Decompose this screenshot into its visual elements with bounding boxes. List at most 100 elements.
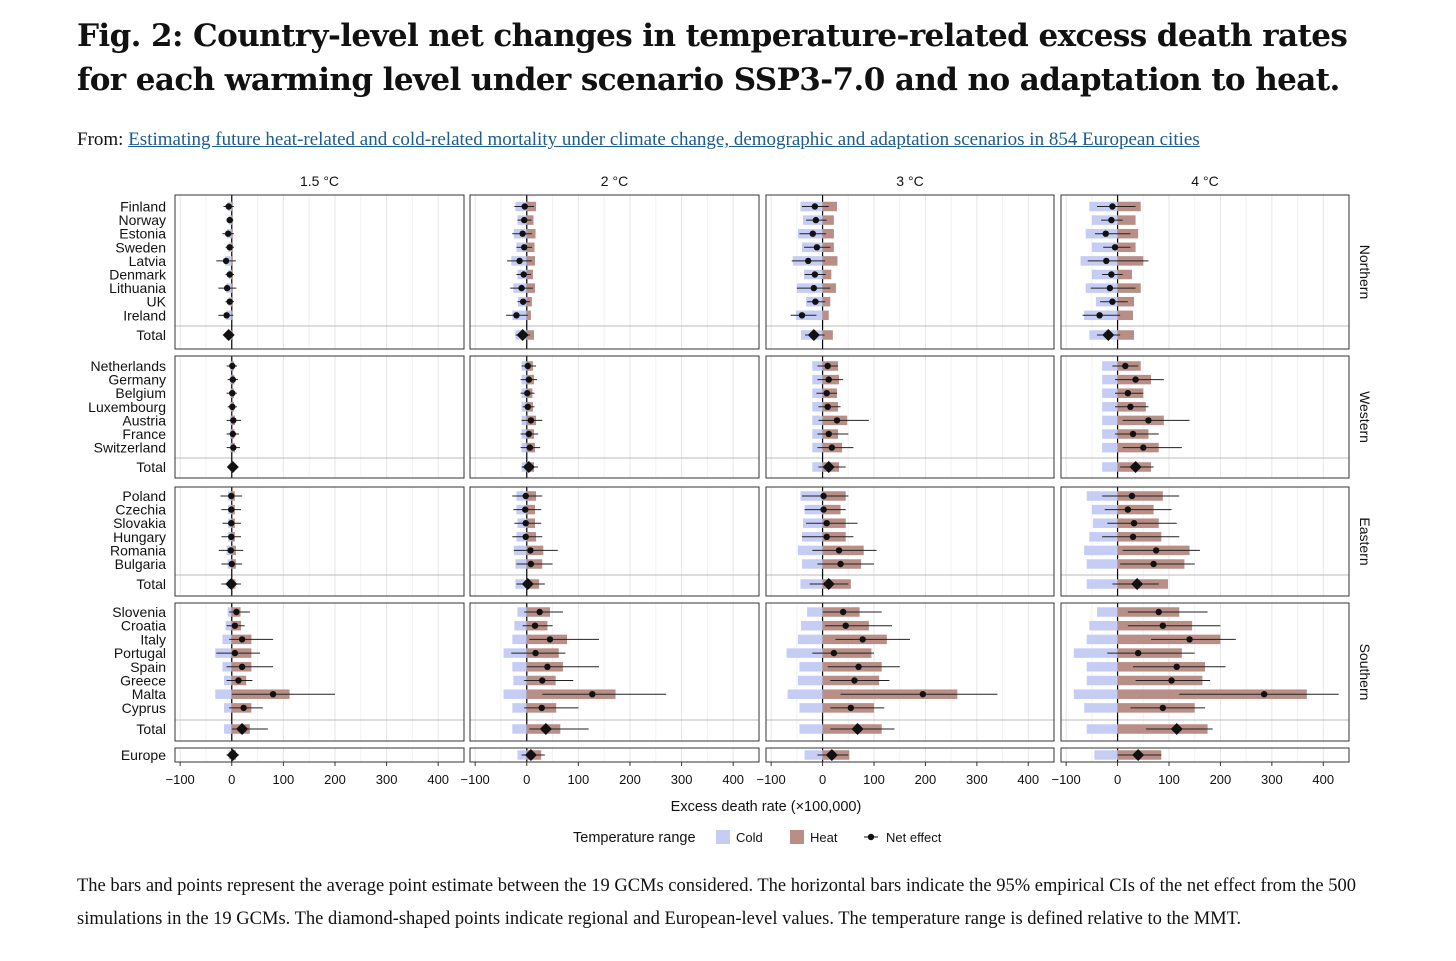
source-prefix: From: [77, 129, 124, 150]
net-effect-point [1129, 430, 1137, 438]
net-effect-point [842, 622, 849, 629]
net-effect-point [226, 216, 233, 224]
country-label: Denmark [109, 267, 167, 283]
facet-row-label: Western [1357, 391, 1373, 443]
net-effect-diamond [825, 749, 838, 761]
net-effect-point [526, 444, 534, 451]
country-label: Total [136, 576, 166, 592]
facet-column-label: 4 °C [1191, 173, 1218, 189]
net-effect-point [1152, 547, 1160, 554]
net-effect-point [1130, 520, 1138, 527]
x-tick-label: 200 [915, 772, 937, 787]
x-tick-label: 300 [671, 772, 693, 787]
net-effect-point [1155, 608, 1162, 616]
panel-border [469, 747, 760, 763]
facet-panel [470, 487, 760, 596]
country-label: Romania [110, 542, 166, 558]
figure-title: Fig. 2: Country-level net changes in tem… [77, 18, 1348, 98]
heat-bar [822, 256, 838, 266]
net-effect-point [1128, 492, 1136, 500]
facet-panel [470, 603, 760, 741]
cold-bar [797, 545, 823, 556]
x-tick-label: 100 [1158, 772, 1180, 787]
panel-border [174, 747, 465, 763]
facet-panel [175, 356, 465, 478]
net-effect-point [1102, 230, 1109, 237]
panel-border [765, 747, 1055, 763]
net-effect-point [919, 691, 927, 698]
panel-background [470, 748, 759, 762]
cold-bar [1102, 361, 1118, 371]
net-effect-point [824, 403, 831, 410]
facet-panel [470, 195, 760, 349]
net-effect-point [813, 244, 821, 251]
panel-background [175, 195, 464, 349]
country-label: Italy [140, 631, 166, 647]
net-effect-point [1159, 622, 1167, 629]
net-effect-point [226, 298, 233, 305]
cold-bar [1086, 634, 1118, 645]
facet-column-label: 2 °C [601, 173, 628, 189]
panel-border [174, 355, 465, 479]
net-effect-point [521, 203, 528, 210]
net-effect-point [1173, 663, 1180, 670]
source-article-link[interactable]: Estimating future heat-related and cold-… [128, 129, 1200, 150]
net-effect-point [520, 271, 527, 278]
net-effect-point [513, 312, 520, 319]
panel-background [470, 487, 759, 596]
heat-bar [822, 215, 834, 225]
cold-bar [1094, 750, 1118, 760]
heat-bar [1117, 310, 1133, 321]
legend-label-net: Net effect [886, 830, 942, 845]
x-tick-label: 0 [819, 772, 826, 787]
country-label: Total [136, 721, 166, 737]
panel-border [174, 194, 465, 350]
legend-swatch-cold [716, 830, 730, 844]
net-effect-point [230, 444, 237, 451]
net-effect-point [1108, 216, 1115, 224]
net-effect-point [809, 230, 816, 237]
cold-bar [797, 634, 823, 645]
x-tick-label: 200 [1210, 772, 1232, 787]
net-effect-point [823, 390, 830, 397]
net-effect-point [1134, 649, 1142, 657]
facet-column-label: 1.5 °C [300, 173, 339, 189]
net-effect-point [240, 704, 247, 712]
panel-border [174, 602, 465, 742]
net-effect-point [1260, 691, 1268, 698]
net-effect-point [851, 677, 858, 684]
cold-bar [1073, 648, 1118, 658]
x-tick-label: 100 [863, 772, 885, 787]
net-effect-point [231, 622, 239, 629]
source-line: From: Estimating future heat-related and… [77, 129, 1200, 151]
country-label: Total [136, 327, 166, 343]
net-effect-point [538, 704, 545, 712]
country-label: Malta [132, 686, 166, 702]
x-tick-label: 100 [568, 772, 590, 787]
facet-row-label: Eastern [1357, 517, 1373, 565]
cold-bar [224, 703, 232, 713]
net-effect-point [798, 312, 806, 319]
panel-border [765, 355, 1055, 479]
panel-border [765, 602, 1055, 742]
panel-border [1060, 355, 1350, 479]
cold-bar [1097, 607, 1118, 617]
panel-border [469, 355, 760, 479]
cold-bar [812, 462, 823, 472]
x-tick-label: 400 [1312, 772, 1334, 787]
legend-net-point [867, 833, 875, 841]
cold-bar [1092, 518, 1118, 528]
cold-bar [787, 689, 823, 699]
x-tick-label: 300 [966, 772, 988, 787]
net-effect-point [228, 492, 235, 500]
cold-bar [800, 620, 823, 631]
country-label: Ireland [123, 307, 166, 323]
facet-panel [175, 748, 465, 762]
cold-bar [1102, 402, 1118, 412]
net-effect-point [811, 271, 819, 278]
heat-bar [822, 201, 837, 212]
country-label: Slovenia [112, 604, 166, 620]
country-label: Austria [122, 412, 166, 428]
panel-background [175, 603, 464, 741]
legend-swatch-heat [790, 830, 804, 844]
